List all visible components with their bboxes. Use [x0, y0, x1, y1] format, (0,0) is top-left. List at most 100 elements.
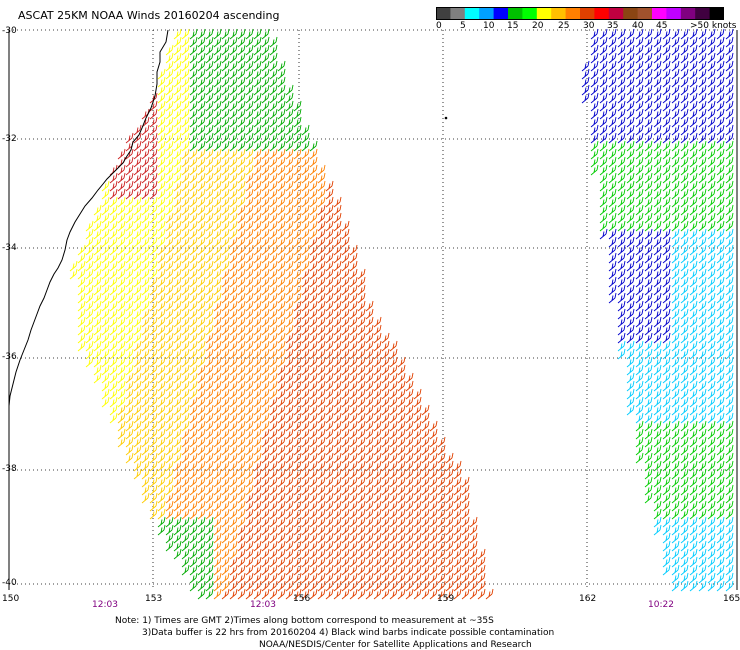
wind-barb: [77, 300, 86, 312]
wind-barb: [101, 268, 110, 280]
wind-barb: [461, 516, 470, 528]
wind-barb: [141, 484, 150, 496]
wind-barb: [149, 484, 158, 496]
wind-barb: [269, 492, 278, 504]
wind-barb: [349, 540, 358, 552]
wind-barb: [229, 572, 238, 584]
wind-barb: [221, 100, 230, 112]
wind-barb: [301, 428, 310, 440]
wind-barb: [707, 468, 716, 480]
wind-barb: [245, 492, 254, 504]
wind-barb: [125, 204, 134, 216]
wind-barb: [269, 164, 278, 176]
wind-barb: [309, 364, 318, 376]
wind-barb: [453, 564, 462, 576]
wind-barb: [157, 132, 166, 144]
wind-barb: [653, 156, 662, 168]
wind-barb: [149, 348, 158, 360]
wind-barb: [309, 308, 318, 320]
wind-barb: [325, 308, 334, 320]
wind-barb: [662, 460, 671, 472]
wind-barb: [93, 300, 102, 312]
wind-barb: [165, 356, 174, 368]
wind-barb: [269, 52, 278, 64]
wind-barb: [301, 244, 310, 256]
wind-barb: [671, 516, 680, 528]
wind-barb: [165, 196, 174, 208]
wind-barb: [680, 220, 689, 232]
wind-barb: [725, 60, 734, 72]
wind-barb: [293, 444, 302, 456]
wind-barb: [373, 372, 382, 384]
wind-barb: [599, 28, 608, 40]
wind-barb: [277, 268, 286, 280]
wind-barb: [253, 84, 262, 96]
wind-barb: [277, 100, 286, 112]
wind-barb: [253, 324, 262, 336]
wind-barb: [261, 524, 270, 536]
wind-barb: [213, 492, 222, 504]
wind-barb: [237, 28, 246, 40]
wind-barb: [181, 516, 190, 528]
wind-barb: [349, 436, 358, 448]
wind-barb: [680, 300, 689, 312]
wind-barb: [309, 396, 318, 408]
wind-barb: [133, 412, 142, 424]
wind-barb: [599, 212, 608, 224]
wind-barb: [680, 196, 689, 208]
wind-barb: [349, 532, 358, 544]
wind-barb: [165, 444, 174, 456]
wind-barb: [165, 108, 174, 120]
wind-barb: [253, 428, 262, 440]
wind-barb: [644, 260, 653, 272]
wind-barb: [173, 468, 182, 480]
wind-barb: [389, 556, 398, 568]
wind-barb: [285, 340, 294, 352]
wind-barb: [333, 540, 342, 552]
wind-barb: [149, 404, 158, 416]
wind-barb: [671, 388, 680, 400]
wind-barb: [680, 332, 689, 344]
wind-barb: [671, 460, 680, 472]
lat-label: -30: [2, 26, 17, 36]
wind-barb: [626, 124, 635, 136]
wind-barb: [229, 228, 238, 240]
wind-barb: [680, 36, 689, 48]
wind-barb: [133, 396, 142, 408]
wind-barb: [149, 308, 158, 320]
wind-barb: [277, 540, 286, 552]
wind-barb: [229, 500, 238, 512]
wind-barb: [301, 276, 310, 288]
wind-barb: [221, 372, 230, 384]
wind-barb: [229, 156, 238, 168]
wind-barb: [229, 172, 238, 184]
wind-barb: [357, 396, 366, 408]
wind-barb: [653, 412, 662, 424]
wind-barb: [301, 164, 310, 176]
wind-barb: [157, 332, 166, 344]
wind-barb: [608, 276, 617, 288]
wind-barb: [725, 228, 734, 240]
wind-barb: [716, 524, 725, 536]
wind-barb: [165, 476, 174, 488]
wind-barb: [221, 444, 230, 456]
wind-barb: [381, 500, 390, 512]
wind-barb: [349, 300, 358, 312]
wind-barb: [229, 108, 238, 120]
wind-barb: [707, 524, 716, 536]
wind-barb: [245, 268, 254, 280]
wind-barb: [181, 300, 190, 312]
wind-barb: [653, 404, 662, 416]
wind-barb: [245, 340, 254, 352]
wind-barb: [277, 76, 286, 88]
wind-barb: [317, 532, 326, 544]
wind-barb: [205, 36, 214, 48]
wind-barb: [725, 388, 734, 400]
wind-barb: [221, 164, 230, 176]
wind-barb: [181, 164, 190, 176]
wind-barb: [707, 44, 716, 56]
wind-barb: [653, 84, 662, 96]
wind-barb: [662, 36, 671, 48]
wind-barb: [125, 372, 134, 384]
wind-barb: [85, 260, 94, 272]
